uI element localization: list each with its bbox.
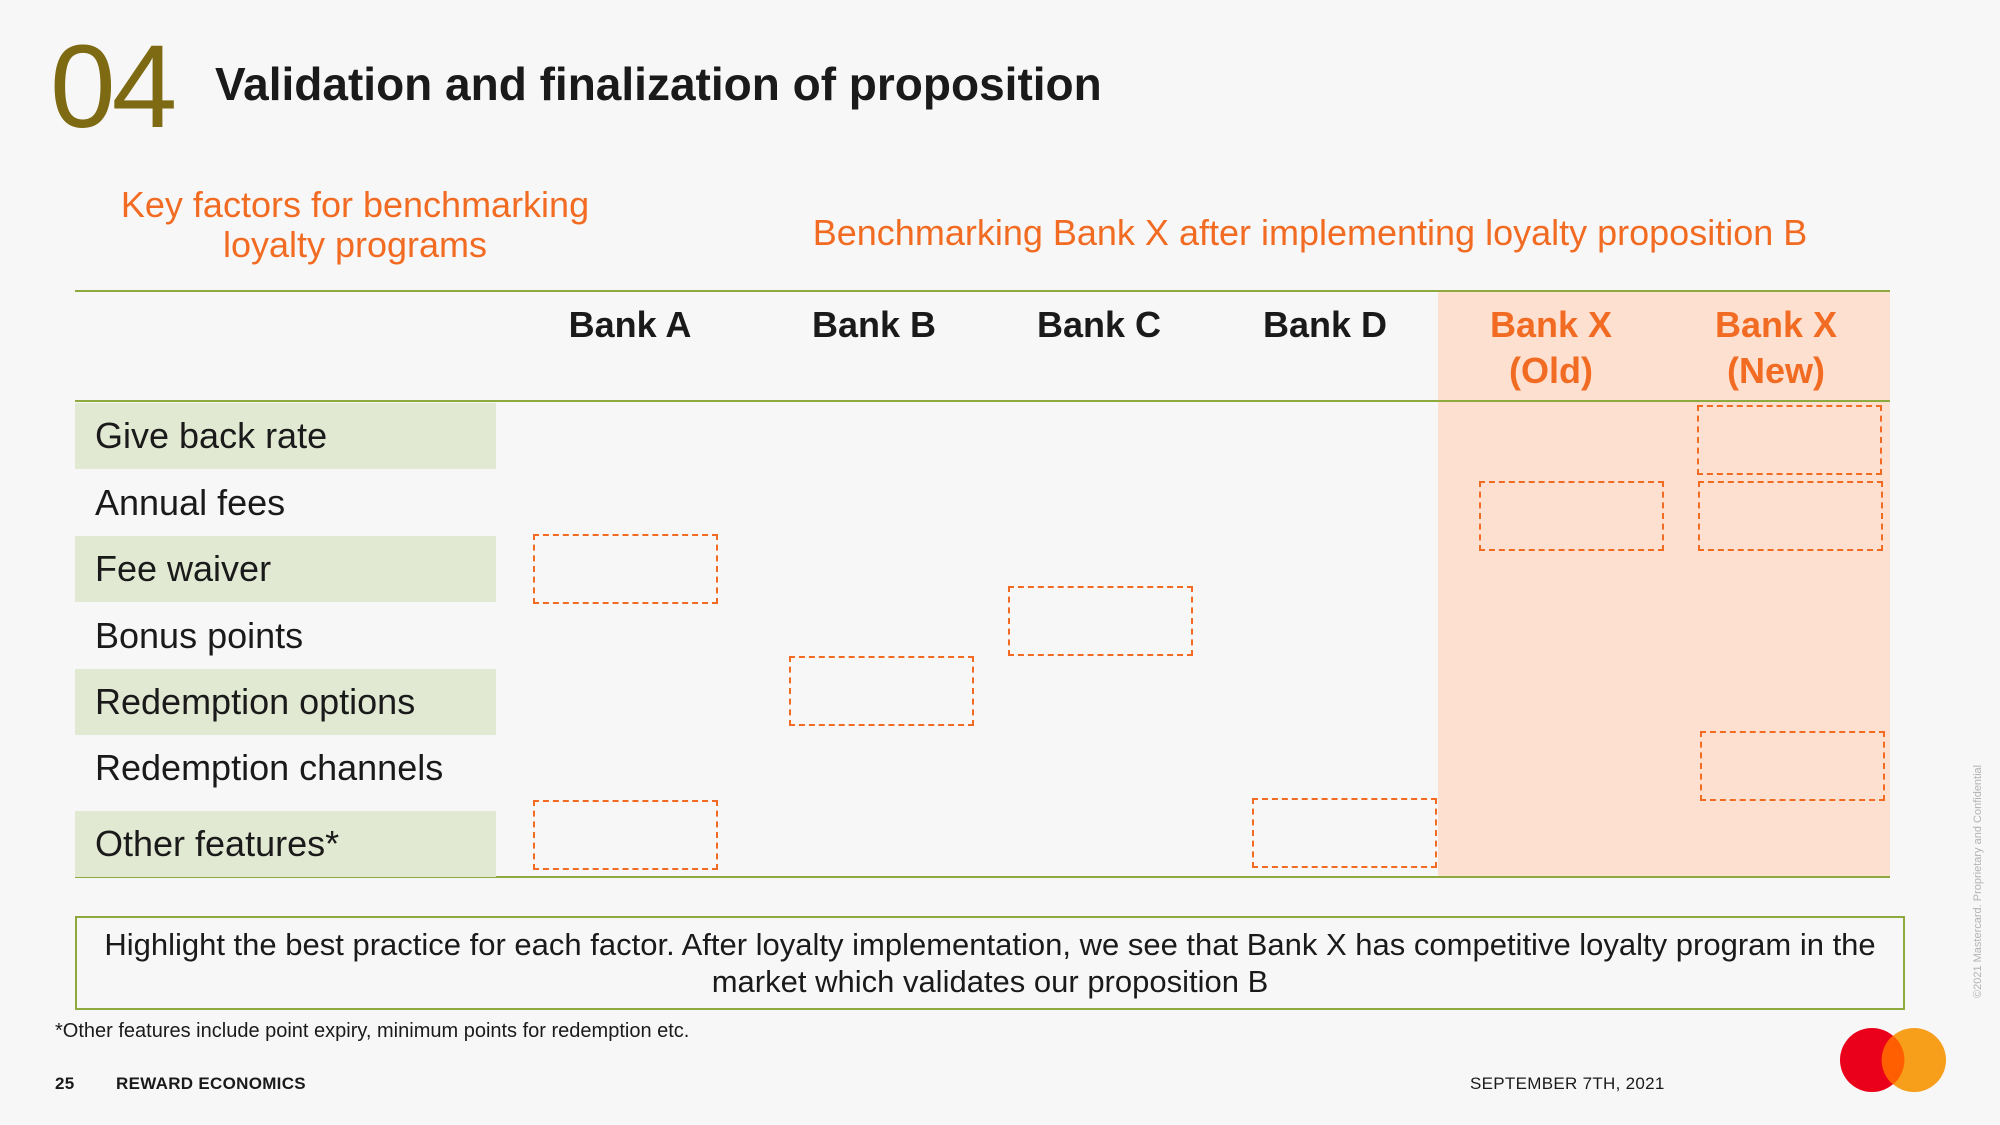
best-practice-box-fee-waiver-bank-a <box>533 534 718 604</box>
best-practice-box-annual-fees-bank-x-old <box>1479 481 1664 551</box>
footer-section-label: REWARD ECONOMICS <box>116 1074 306 1093</box>
row-label-annual-fees: Annual fees <box>95 482 286 523</box>
footnote: *Other features include point expiry, mi… <box>55 1020 690 1042</box>
best-practice-box-bonus-points-bank-c <box>1008 586 1193 656</box>
callout-box: Highlight the best practice for each fac… <box>75 916 1905 1010</box>
row-label-redemption-options: Redemption options <box>75 669 496 735</box>
table-top-rule <box>75 290 1890 292</box>
best-practice-box-give-back-rate-bank-x-new <box>1697 405 1882 475</box>
column-header-bank-x-new: Bank X (New) <box>1676 302 1876 394</box>
benchmarking-heading: Benchmarking Bank X after implementing l… <box>812 212 1808 253</box>
section-number: 04 <box>50 21 177 153</box>
column-header-line: Bank C <box>1036 304 1162 345</box>
column-header-bank-d: Bank D <box>1225 302 1425 348</box>
column-header-line: Bank X <box>1489 304 1613 345</box>
column-header-line: Bank B <box>811 304 937 345</box>
confidential-note: ©2021 Mastercard. Proprietary and Confid… <box>1972 764 1984 998</box>
column-header-line: Bank D <box>1262 304 1388 345</box>
column-header-line: Bank A <box>568 304 692 345</box>
key-factors-heading: Key factors for benchmarking loyalty pro… <box>120 184 590 265</box>
row-label-other-features: Other features* <box>75 811 496 877</box>
page-number: 25 <box>55 1074 75 1093</box>
column-header-bank-a: Bank A <box>530 302 730 348</box>
row-label-bonus-points: Bonus points <box>95 615 304 656</box>
best-practice-box-other-features-bank-d <box>1252 798 1437 868</box>
row-label-fee-waiver: Fee waiver <box>75 536 496 602</box>
page-title: Validation and finalization of propositi… <box>215 58 1102 110</box>
bank-x-highlight-column <box>1438 291 1890 877</box>
column-header-line: Bank X <box>1714 304 1838 345</box>
column-header-line: (New) <box>1727 350 1825 391</box>
table-bottom-rule <box>75 876 1890 878</box>
row-label-redemption-channels: Redemption channels <box>95 747 444 788</box>
best-practice-box-redemption-channels-bank-x-new <box>1700 731 1885 801</box>
footer-date: SEPTEMBER 7TH, 2021 <box>1470 1074 1665 1093</box>
column-header-bank-x-old: Bank X (Old) <box>1451 302 1651 394</box>
mastercard-logo-icon <box>1840 1028 1946 1092</box>
best-practice-box-other-features-bank-a <box>533 800 718 870</box>
column-header-line: (Old) <box>1509 350 1593 391</box>
column-header-bank-c: Bank C <box>999 302 1199 348</box>
table-header-rule <box>75 400 1890 402</box>
best-practice-box-redemption-options-bank-b <box>789 656 974 726</box>
row-label-give-back-rate: Give back rate <box>75 403 496 469</box>
best-practice-box-annual-fees-bank-x-new <box>1698 481 1883 551</box>
column-header-bank-b: Bank B <box>774 302 974 348</box>
